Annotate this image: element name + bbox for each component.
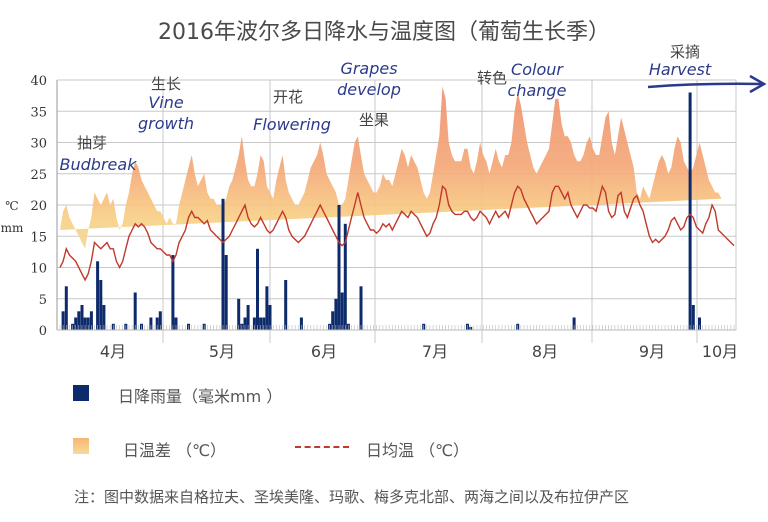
axes: 0 5 10 15 20 25 30 35 40 ℃ mm 4月 5月 6月 7月 8月 9月 10月	[1, 74, 739, 361]
y-tick-label: 10	[30, 262, 47, 277]
stage-label-en: Colour	[511, 60, 564, 79]
y-axis-unit-mm: mm	[1, 221, 24, 235]
y-tick-label: 0	[39, 324, 47, 339]
temp-range-area	[60, 86, 722, 249]
stage-label-cn: 采摘	[670, 43, 700, 61]
legend-mean-swatch	[295, 446, 349, 448]
y-tick-label: 40	[30, 74, 47, 89]
stage-label-en: Flowering	[253, 115, 331, 134]
y-tick-label: 35	[30, 105, 47, 120]
legend-rain-swatch	[73, 385, 89, 401]
stage-label-en: Grapes	[340, 59, 397, 78]
stage-label-en: Vine	[148, 93, 184, 112]
stage-label-en: change	[508, 81, 567, 100]
chart-canvas: 0 5 10 15 20 25 30 35 40 ℃ mm 4月 5月 6月 7月 8月 9月 10月 抽芽 Bud…	[1, 43, 767, 361]
footnote: 注：图中数据来自格拉夫、圣埃美隆、玛歌、梅多克北部、两海之间以及布拉伊产区	[74, 488, 630, 506]
mean-temp-line	[59, 184, 735, 282]
chart-title: 2016年波尔多日降水与温度图（葡萄生长季）	[158, 20, 610, 45]
stage-label-cn: 生长	[151, 75, 181, 93]
legend-range-label: 日温差 （℃）	[123, 441, 227, 460]
y-tick-label: 20	[30, 199, 47, 214]
legend-range-swatch	[73, 438, 89, 454]
x-month-label: 7月	[422, 342, 448, 361]
y-tick-label: 15	[30, 230, 47, 245]
legend-mean-label: 日均温 （℃）	[366, 441, 470, 460]
x-month-label: 5月	[209, 342, 235, 361]
y-tick-label: 25	[30, 168, 47, 183]
stage-label-en: develop	[337, 80, 401, 99]
x-month-label: 8月	[532, 342, 558, 361]
y-axis-unit-celsius: ℃	[5, 199, 18, 213]
x-month-label: 9月	[639, 342, 665, 361]
stage-label-en: Harvest	[649, 60, 712, 79]
harvest-arrow-icon	[647, 74, 767, 94]
stage-label-en: Budbreak	[60, 155, 138, 174]
y-tick-label: 30	[30, 137, 47, 152]
stage-label-cn: 抽芽	[77, 134, 107, 152]
x-month-label: 6月	[311, 342, 337, 361]
legend-rain-label: 日降雨量（毫米mm ）	[118, 387, 283, 406]
stage-label-cn: 转色	[477, 69, 507, 87]
x-month-label: 10月	[702, 342, 738, 361]
stage-label-cn: 开花	[273, 88, 303, 106]
x-month-label: 4月	[100, 342, 126, 361]
stage-label-en: growth	[138, 114, 194, 133]
stage-label-cn: 坐果	[359, 111, 389, 129]
y-tick-label: 5	[39, 293, 47, 308]
